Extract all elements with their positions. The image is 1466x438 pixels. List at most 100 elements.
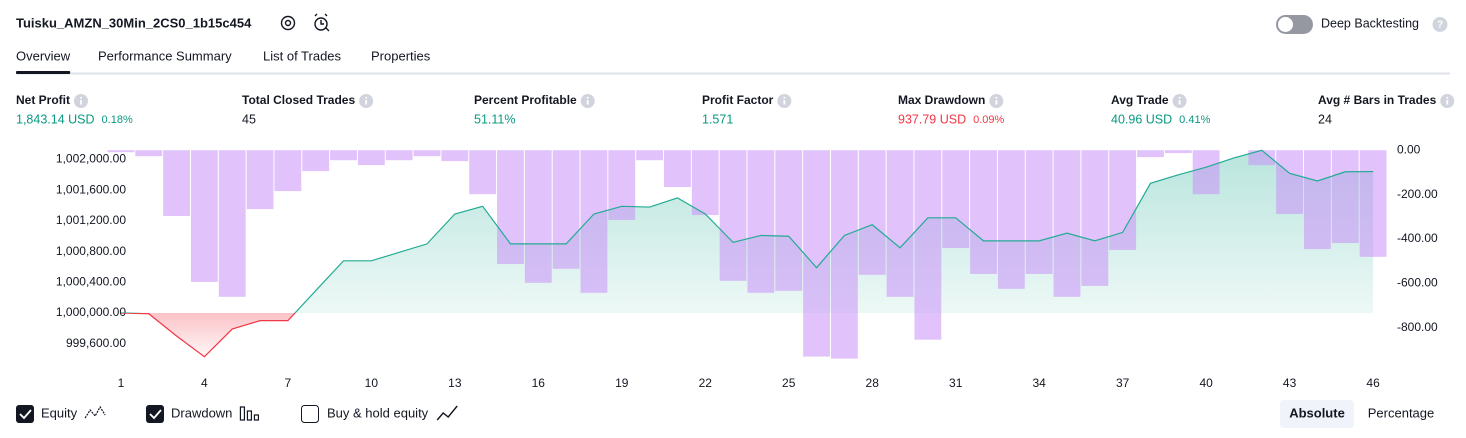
drawdown-bar [524, 150, 552, 283]
x-tick-label: 7 [285, 376, 292, 390]
help-icon[interactable] [1432, 17, 1448, 32]
drawdown-bar [942, 150, 970, 248]
x-tick-label: 1 [118, 376, 125, 390]
settings-icon[interactable] [280, 15, 296, 31]
checkmark [19, 409, 32, 420]
drawdown-bar [135, 150, 163, 157]
y-tick-label: 1,000,000.00 [56, 305, 126, 319]
x-tick-label: 46 [1366, 376, 1380, 390]
drawdown-bar [830, 150, 858, 359]
x-tick-label: 43 [1283, 376, 1297, 390]
metric-label: Max Drawdown [898, 93, 985, 107]
metric-value: 1.571 [702, 112, 733, 126]
drawdown-bar [691, 150, 719, 216]
drawdown-bar [413, 150, 441, 157]
drawdown-bar [357, 150, 385, 166]
drawdown-bar [1192, 150, 1220, 195]
drawdown-bar [107, 150, 135, 153]
legend-label: Equity [41, 405, 78, 420]
active-tab-underline [16, 71, 71, 74]
equity-line [120, 149, 1374, 358]
metric-value: 937.79 USD [898, 112, 966, 126]
drawdown-bar [1359, 150, 1387, 257]
y-tick-label: 1,000,800.00 [56, 244, 126, 258]
x-tick-label: 13 [448, 376, 462, 390]
checkbox[interactable] [16, 405, 34, 423]
drawdown-bar [552, 150, 580, 269]
toggle-knob [1278, 17, 1293, 32]
help-icon-glyph: ? [1437, 20, 1443, 31]
drawdown-bar [1137, 150, 1164, 158]
metric-label: Total Closed Trades [242, 93, 355, 107]
metric-label: Profit Factor [702, 93, 774, 107]
metric-value: 40.96 USD [1111, 112, 1172, 126]
drawdown-bar [385, 150, 413, 161]
drawdown-bar [1276, 150, 1304, 214]
drawdown-bar [218, 150, 246, 297]
legend-icon [239, 406, 260, 421]
info-icon-dot [365, 96, 368, 99]
drawdown-bar [497, 150, 524, 264]
metric-label: Net Profit [16, 93, 70, 107]
info-icon-dot [1446, 96, 1449, 99]
info-icon-dot [783, 96, 786, 99]
drawdown-bar [302, 150, 330, 172]
drawdown-bar [1304, 150, 1331, 250]
drawdown-bar [747, 150, 775, 293]
x-tick-label: 25 [782, 376, 796, 390]
checkmark [149, 409, 162, 420]
y2-tick-label: -200.00 [1397, 187, 1438, 201]
drawdown-bar [1053, 150, 1081, 297]
view-button-label[interactable]: Percentage [1368, 405, 1435, 420]
y-tick-label: 1,000,400.00 [56, 274, 126, 288]
tab[interactable]: Overview [16, 48, 71, 63]
drawdown-bar [1109, 150, 1137, 250]
y-tick-label: 1,002,000.00 [56, 152, 126, 166]
info-icon-glyph [365, 100, 368, 105]
drawdown-bar [469, 150, 497, 195]
info-icon-dot [995, 96, 998, 99]
drawdown-bar [1081, 150, 1109, 286]
drawdown-bar [580, 150, 608, 293]
drawdown-bar [1331, 150, 1359, 244]
metric-value: 51.11% [474, 112, 515, 126]
x-tick-label: 28 [866, 376, 880, 390]
drawdown-bar [719, 150, 747, 281]
toggle-label: Deep Backtesting [1321, 16, 1419, 30]
y2-tick-label: -600.00 [1397, 276, 1438, 290]
metric-value: 45 [242, 112, 256, 126]
drawdown-bar [274, 150, 302, 192]
drawdown-bar [997, 150, 1025, 289]
tab[interactable]: Performance Summary [98, 48, 232, 63]
x-tick-label: 22 [699, 376, 713, 390]
drawdown-bar [664, 150, 691, 188]
drawdown-bar [1164, 150, 1192, 154]
info-icon-dot [586, 96, 589, 99]
drawdown-bar [775, 150, 803, 291]
equity-area [120, 150, 1374, 357]
alert-icon[interactable] [314, 13, 330, 32]
metric-percent: 0.18% [102, 114, 133, 126]
drawdown-bar [970, 150, 997, 274]
x-tick-label: 40 [1199, 376, 1213, 390]
metric-label: Avg Trade [1111, 93, 1169, 107]
checkbox[interactable] [301, 405, 319, 423]
drawdown-bar [886, 150, 914, 297]
tab[interactable]: List of Trades [263, 48, 342, 63]
y2-tick-label: -800.00 [1397, 320, 1438, 334]
drawdown-bar [190, 150, 218, 282]
y-tick-label: 1,001,600.00 [56, 182, 126, 196]
metric-label: Avg # Bars in Trades [1318, 93, 1437, 107]
drawdown-bar [914, 150, 942, 340]
legend-icon [84, 405, 106, 419]
x-tick-label: 19 [615, 376, 629, 390]
tab[interactable]: Properties [371, 48, 431, 63]
x-tick-label: 37 [1116, 376, 1130, 390]
view-button[interactable] [1280, 400, 1354, 428]
legend-label: Drawdown [171, 405, 232, 420]
x-tick-label: 31 [949, 376, 963, 390]
legend-label: Buy & hold equity [327, 405, 429, 420]
checkbox[interactable] [146, 405, 164, 423]
